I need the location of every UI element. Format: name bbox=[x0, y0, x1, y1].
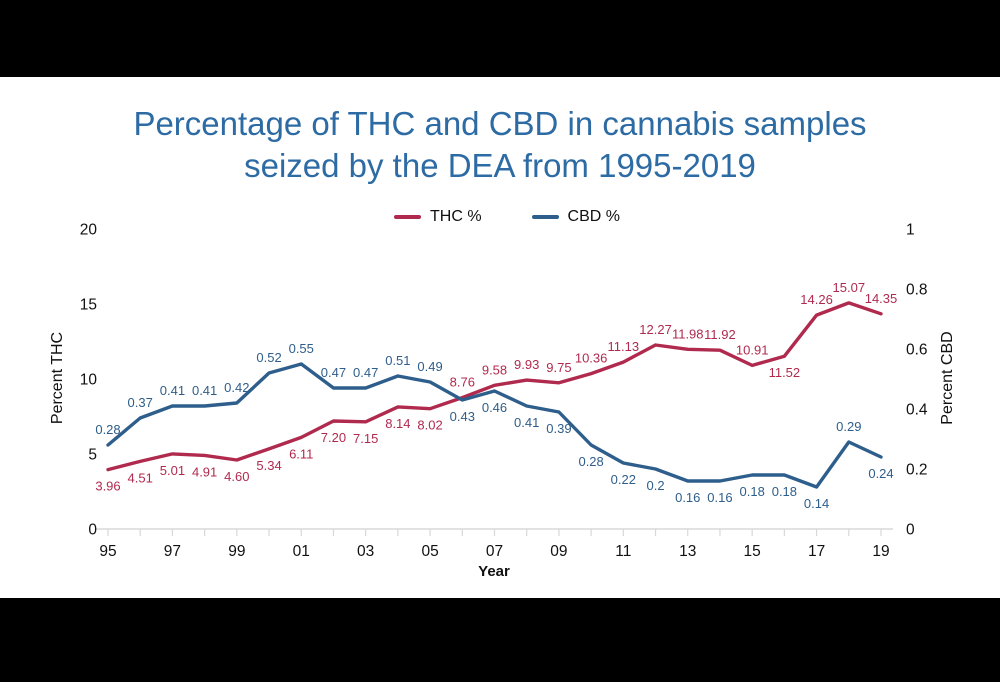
legend-label-cbd: CBD % bbox=[567, 208, 620, 225]
cbd-data-label: 0.47 bbox=[353, 365, 378, 380]
thc-data-label: 8.76 bbox=[450, 375, 475, 390]
left-tick-label: 15 bbox=[80, 297, 97, 314]
thc-line-swatch bbox=[393, 215, 421, 219]
x-tick-label: 03 bbox=[357, 543, 374, 560]
x-tick-label: 17 bbox=[808, 543, 825, 560]
cbd-data-label: 0.46 bbox=[482, 400, 507, 415]
cbd-data-label: 0.41 bbox=[192, 383, 217, 398]
x-tick-label: 95 bbox=[99, 543, 116, 560]
thc-data-label: 4.60 bbox=[224, 469, 249, 484]
thc-data-label: 5.01 bbox=[160, 463, 185, 478]
cbd-data-label: 0.49 bbox=[417, 359, 442, 374]
x-tick-label: 19 bbox=[872, 543, 889, 560]
cbd-data-label: 0.52 bbox=[256, 350, 281, 365]
right-tick-label: 1 bbox=[906, 222, 915, 239]
chart-title-line1: Percentage of THC and CBD in cannabis sa… bbox=[133, 105, 867, 142]
cbd-data-label: 0.39 bbox=[546, 421, 571, 436]
cbd-data-label: 0.41 bbox=[514, 415, 539, 430]
cbd-data-label: 0.14 bbox=[804, 496, 829, 511]
x-tick-label: 05 bbox=[421, 543, 438, 560]
x-tick-label: 09 bbox=[550, 543, 567, 560]
right-tick-label: 0 bbox=[906, 522, 915, 539]
right-tick-label: 0.2 bbox=[906, 462, 928, 479]
thc-data-label: 4.91 bbox=[192, 464, 217, 479]
left-tick-label: 0 bbox=[88, 522, 97, 539]
cbd-data-label: 0.24 bbox=[868, 466, 893, 481]
thc-data-label: 6.11 bbox=[289, 446, 313, 461]
cbd-data-label: 0.16 bbox=[675, 490, 700, 505]
cbd-data-label: 0.2 bbox=[647, 478, 665, 493]
chart-slide: Percentage of THC and CBD in cannabis sa… bbox=[0, 77, 1000, 598]
right-tick-label: 0.8 bbox=[906, 282, 928, 299]
cbd-data-label: 0.22 bbox=[611, 472, 636, 487]
cbd-data-label: 0.55 bbox=[289, 341, 314, 356]
cbd-data-label: 0.42 bbox=[224, 380, 249, 395]
cbd-data-label: 0.28 bbox=[578, 454, 603, 469]
cbd-data-label: 0.37 bbox=[128, 395, 153, 410]
chart-svg: 95 97 99 01 03 05 07 09 11 13 15 17 190510152000.20.… bbox=[80, 222, 928, 561]
thc-data-label: 7.15 bbox=[353, 431, 378, 446]
thc-data-label: 15.07 bbox=[833, 280, 866, 295]
x-tick-label: 99 bbox=[228, 543, 245, 560]
bottom-letterbox-bar bbox=[0, 598, 1000, 682]
cbd-data-label: 0.18 bbox=[772, 484, 797, 499]
x-axis-title: Year bbox=[478, 563, 510, 580]
left-tick-label: 20 bbox=[80, 222, 98, 239]
chart-title: Percentage of THC and CBD in cannabis sa… bbox=[0, 103, 1000, 187]
top-letterbox-bar bbox=[0, 0, 1000, 77]
legend: THC % CBD % bbox=[0, 208, 1000, 226]
left-tick-label: 5 bbox=[88, 447, 97, 464]
thc-data-label: 11.13 bbox=[608, 339, 640, 354]
thc-data-label: 9.93 bbox=[514, 357, 539, 372]
cbd-data-label: 0.41 bbox=[160, 383, 185, 398]
cbd-line-swatch bbox=[531, 215, 559, 219]
right-tick-label: 0.4 bbox=[906, 402, 928, 419]
thc-line bbox=[106, 301, 883, 472]
thc-data-label: 9.58 bbox=[482, 362, 507, 377]
cbd-data-label: 0.51 bbox=[385, 353, 410, 368]
cbd-data-label: 0.29 bbox=[836, 419, 861, 434]
thc-data-label: 11.92 bbox=[704, 327, 736, 342]
x-tick-label: 11 bbox=[615, 543, 631, 560]
x-tick-label: 07 bbox=[486, 543, 503, 560]
thc-data-label: 14.35 bbox=[865, 291, 898, 306]
chart-title-line2: seized by the DEA from 1995-2019 bbox=[244, 147, 756, 184]
cbd-data-label: 0.16 bbox=[707, 490, 732, 505]
thc-data-label: 10.91 bbox=[736, 342, 769, 357]
x-tick-label: 15 bbox=[744, 543, 761, 560]
x-tick-label: 13 bbox=[679, 543, 696, 560]
thc-data-label: 8.14 bbox=[385, 416, 410, 431]
x-tick-label: 97 bbox=[164, 543, 181, 560]
thc-data-label: 9.75 bbox=[546, 360, 571, 375]
thc-data-label: 10.36 bbox=[575, 351, 608, 366]
thc-data-label: 14.26 bbox=[800, 292, 833, 307]
thc-data-label: 11.52 bbox=[769, 365, 801, 380]
cbd-data-label: 0.43 bbox=[450, 409, 475, 424]
right-tick-label: 0.6 bbox=[906, 342, 928, 359]
legend-label-thc: THC % bbox=[429, 208, 482, 225]
thc-data-label: 12.27 bbox=[639, 322, 672, 337]
thc-data-label: 5.34 bbox=[256, 458, 281, 473]
cbd-line bbox=[106, 362, 883, 489]
x-tick-label: 01 bbox=[293, 543, 310, 560]
thc-data-label: 3.96 bbox=[95, 479, 120, 494]
cbd-data-label: 0.28 bbox=[95, 422, 120, 437]
cbd-data-label: 0.18 bbox=[740, 484, 765, 499]
legend-item-cbd: CBD % bbox=[531, 208, 620, 226]
thc-data-label: 11.98 bbox=[672, 326, 704, 341]
legend-item-thc: THC % bbox=[393, 208, 482, 226]
thc-data-label: 7.20 bbox=[321, 430, 346, 445]
left-tick-label: 10 bbox=[80, 372, 98, 389]
thc-data-label: 8.02 bbox=[417, 418, 442, 433]
thc-data-label: 4.51 bbox=[128, 470, 153, 485]
cbd-data-label: 0.47 bbox=[321, 365, 346, 380]
